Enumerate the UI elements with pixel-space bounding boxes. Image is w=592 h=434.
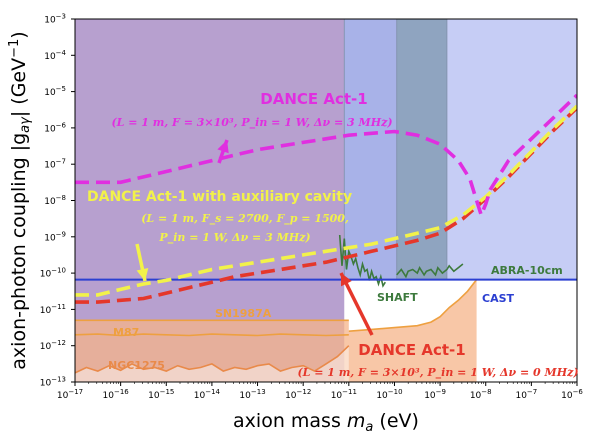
y-tick-label: 10−12: [40, 339, 66, 352]
arrow-dance-aux-head: [136, 268, 149, 281]
x-tick-label: 10−6: [561, 388, 583, 401]
y-tick-label: 10−9: [44, 230, 66, 243]
series-dashed-dance-act-1: [75, 93, 577, 221]
y-axis-title: axion-photon coupling |gaγ| (GeV−1): [7, 31, 33, 369]
y-tick-label: 10−4: [44, 49, 66, 62]
y-tick-label: 10−3: [44, 13, 66, 26]
arrow-dance-head: [217, 140, 229, 154]
label-aux-title: DANCE Act-1 with auxiliary cavity: [87, 189, 352, 205]
series-shaft: [338, 234, 386, 288]
x-tick-label: 10−11: [331, 388, 357, 401]
label-dance-params: (L = 1 m, F = 3×10³, P_in = 1 W, Δν = 3 …: [111, 116, 392, 130]
region-light_blue: [446, 19, 577, 280]
label-dnu0-params: (L = 1 m, F = 3×10³, P_in = 1 W, Δν = 0 …: [297, 366, 578, 380]
series-m87: [75, 333, 349, 337]
label-dnu0-title: DANCE Act-1: [358, 341, 465, 359]
x-axis-title: axion mass ma (eV): [233, 410, 419, 434]
label-dance-title: DANCE Act-1: [260, 90, 367, 108]
x-tick-label: 10−17: [57, 388, 83, 401]
plot-area: [75, 19, 577, 382]
x-tick-label: 10−15: [148, 388, 174, 401]
arrow-dance-dnu0-head: [341, 273, 352, 287]
y-tick-label: 10−11: [40, 303, 66, 316]
x-tick-label: 10−7: [515, 388, 537, 401]
series-dashed-dance-act-1-0-mhz-: [75, 106, 577, 304]
label-m87: M87: [113, 326, 139, 339]
region-slate: [396, 19, 447, 280]
y-tick-label: 10−13: [40, 376, 66, 389]
x-tick-label: 10−12: [285, 388, 311, 401]
series-ngc1275: [75, 345, 350, 374]
label-ngc1275: NGC1275: [108, 359, 165, 372]
y-tick-label: 10−5: [44, 85, 66, 98]
x-tick-label: 10−13: [239, 388, 265, 401]
x-tick-label: 10−9: [424, 388, 446, 401]
label-shaft: SHAFT: [377, 291, 418, 304]
x-tick-label: 10−8: [470, 388, 492, 401]
x-tick-label: 10−16: [103, 388, 130, 401]
region-blue: [344, 19, 397, 280]
label-sn1987a: SN1987A: [215, 307, 272, 320]
y-tick-label: 10−6: [44, 121, 66, 134]
y-tick-label: 10−8: [44, 194, 66, 207]
series-dashed-dance-act-1-with-auxiliary-cavity: [75, 104, 577, 297]
x-tick-label: 10−10: [376, 388, 402, 401]
astro-region: [75, 279, 477, 382]
label-aux-params-2: P_in = 1 W, Δν = 3 MHz): [158, 231, 310, 245]
x-tick-label: 10−14: [194, 388, 221, 401]
label-abra: ABRA-10cm: [491, 264, 563, 277]
series-astro-boundary: [348, 279, 478, 332]
y-tick-label: 10−10: [40, 267, 66, 280]
label-aux-params-1: (L = 1 m, F_s = 2700, F_p = 1500,: [141, 212, 349, 226]
label-cast: CAST: [482, 292, 515, 305]
y-tick-label: 10−7: [44, 158, 66, 171]
ngc-region: [75, 345, 349, 382]
series-abra-10cm: [396, 263, 464, 279]
